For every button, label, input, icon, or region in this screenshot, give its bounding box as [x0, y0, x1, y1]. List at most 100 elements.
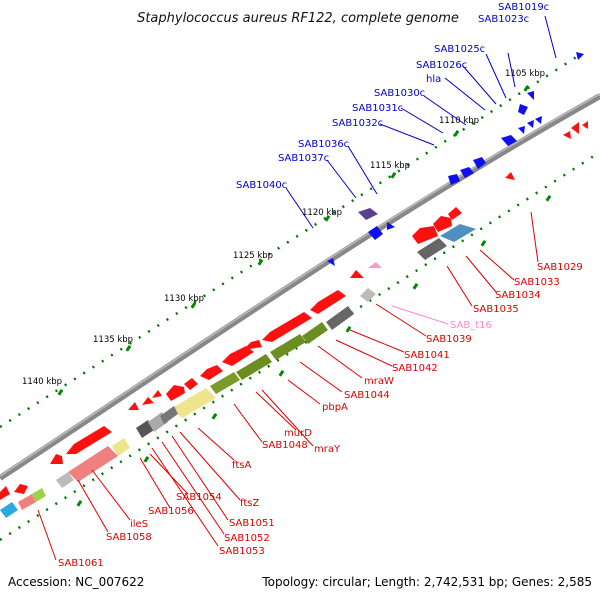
gene-block-reverse[interactable] [0, 502, 18, 518]
gene-label[interactable]: SAB1019c [498, 2, 549, 13]
gene-label[interactable]: SAB1061 [58, 558, 104, 569]
gene-arrow-reverse[interactable] [142, 397, 154, 405]
gene-label[interactable]: SAB1033 [514, 277, 560, 288]
gene-label-rna[interactable]: SAB_t16 [450, 320, 492, 331]
gene-arrow-reverse[interactable] [66, 426, 112, 454]
gene-arrow-reverse[interactable] [412, 226, 438, 244]
gene-label[interactable]: SAB1036c [298, 139, 349, 150]
gene-arrow-reverse[interactable] [166, 385, 185, 401]
gene-arrow-reverse[interactable] [582, 121, 588, 129]
gene-arrow-forward[interactable] [473, 157, 486, 169]
rna-gene[interactable] [368, 262, 382, 268]
gene-arrow-reverse[interactable] [14, 484, 28, 494]
gene-arrow-reverse[interactable] [243, 340, 262, 350]
gene-arrow-forward[interactable] [387, 222, 395, 230]
leader-line [151, 447, 219, 547]
gene-label[interactable]: mraW [364, 376, 394, 387]
gene-arrow-forward[interactable] [448, 174, 460, 185]
gene-label[interactable]: pbpA [322, 402, 348, 413]
gene-block-reverse[interactable] [302, 322, 328, 344]
gene-label[interactable]: ftsZ [240, 498, 259, 509]
gene-label[interactable]: mraY [314, 444, 341, 455]
gene-arrow-reverse[interactable] [505, 172, 515, 180]
gene-arrow-reverse[interactable] [200, 365, 223, 380]
gene-block-reverse[interactable] [236, 354, 272, 380]
gene-label[interactable]: hla [426, 74, 441, 85]
gene-arrow-forward[interactable] [518, 126, 525, 134]
gene-label[interactable]: SAB1037c [278, 153, 329, 164]
gene-label[interactable]: murD [284, 428, 312, 439]
gene-label[interactable]: SAB1032c [332, 118, 383, 129]
gene-block-forward[interactable] [358, 208, 378, 220]
gene-arrow-reverse[interactable] [563, 131, 571, 139]
gene-block-reverse[interactable] [112, 438, 130, 456]
gene-label[interactable]: SAB1041 [404, 350, 450, 361]
gene-block-reverse[interactable] [68, 446, 118, 482]
tick-label-1120: 1120 kbp [302, 208, 342, 218]
gene-arrow-forward[interactable] [501, 135, 517, 146]
gene-arrow-reverse[interactable] [350, 270, 364, 278]
gene-arrow-forward[interactable] [535, 116, 542, 124]
tick-label-1105: 1105 kbp [505, 69, 545, 79]
gene-label[interactable]: SAB1025c [434, 44, 485, 55]
leader-line [255, 391, 297, 431]
gene-label[interactable]: SAB1052 [224, 533, 270, 544]
gene-arrow-forward[interactable] [527, 120, 534, 128]
leader-line [179, 431, 241, 501]
gene-arrow-reverse[interactable] [448, 207, 462, 220]
gene-arrow-reverse[interactable] [262, 312, 312, 342]
gene-block-reverse[interactable] [160, 406, 178, 424]
gene-arrow-forward[interactable] [576, 52, 584, 60]
gene-label[interactable]: SAB1039 [426, 334, 472, 345]
gene-arrow-reverse[interactable] [433, 216, 452, 232]
gene-label[interactable]: SAB1034 [495, 290, 541, 301]
gene-arrow-reverse[interactable] [310, 290, 346, 314]
gene-label[interactable]: SAB1058 [106, 532, 152, 543]
gene-label[interactable]: SAB1023c [478, 14, 529, 25]
gene-arrow-reverse[interactable] [50, 454, 63, 464]
gene-block-reverse[interactable] [18, 494, 36, 510]
gene-label[interactable]: SAB1056 [148, 506, 194, 517]
gene-label[interactable]: SAB1048 [262, 440, 308, 451]
gene-arrow-reverse[interactable] [0, 486, 10, 500]
gene-label[interactable]: SAB1044 [344, 390, 390, 401]
gene-label[interactable]: SAB1042 [392, 363, 438, 374]
leader-line [149, 453, 189, 495]
gene-block-reverse[interactable] [172, 388, 216, 418]
gene-label[interactable]: SAB1054 [176, 492, 222, 503]
gene-label[interactable]: SAB1031c [352, 103, 403, 114]
gene-block-reverse[interactable] [326, 306, 354, 330]
gene-label[interactable]: ftsA [232, 460, 251, 471]
gene-label[interactable]: SAB1026c [416, 60, 467, 71]
gene-arrow-forward[interactable] [368, 226, 383, 240]
gene-label[interactable]: SAB1051 [229, 518, 275, 529]
gene-label[interactable]: SAB1053 [219, 546, 265, 557]
gene-arrow-forward[interactable] [460, 167, 474, 178]
outer-tick-track [0, 54, 579, 429]
gene-arrow-forward[interactable] [518, 104, 528, 115]
gene-arrow-reverse[interactable] [128, 402, 139, 410]
tick-label-1115: 1115 kbp [370, 161, 410, 171]
leader-line [287, 379, 321, 405]
gene-block-reverse[interactable] [32, 488, 46, 502]
inner-tick [211, 412, 218, 420]
gene-label[interactable]: SAB1030c [374, 88, 425, 99]
gene-arrow-reverse[interactable] [571, 122, 579, 134]
gene-block-reverse[interactable] [360, 288, 376, 302]
reverse-strand-genes [0, 121, 588, 518]
gene-label[interactable]: SAB1029 [537, 262, 583, 273]
gene-label[interactable]: SAB1035 [473, 304, 519, 315]
gene-arrow-forward[interactable] [327, 258, 335, 266]
gene-block-reverse[interactable] [56, 472, 74, 488]
gene-block-reverse[interactable] [440, 224, 476, 242]
gene-label[interactable]: SAB1040c [236, 180, 287, 191]
gene-block-reverse[interactable] [210, 372, 240, 394]
leader-line [375, 303, 427, 337]
gene-arrow-reverse[interactable] [222, 346, 254, 366]
gene-block-reverse[interactable] [417, 238, 447, 260]
gene-arrow-reverse[interactable] [184, 378, 198, 390]
gene-label[interactable]: ileS [130, 519, 148, 530]
gene-arrow-forward[interactable] [527, 91, 534, 100]
gene-arrow-reverse[interactable] [152, 390, 162, 398]
gene-block-reverse[interactable] [270, 334, 306, 360]
